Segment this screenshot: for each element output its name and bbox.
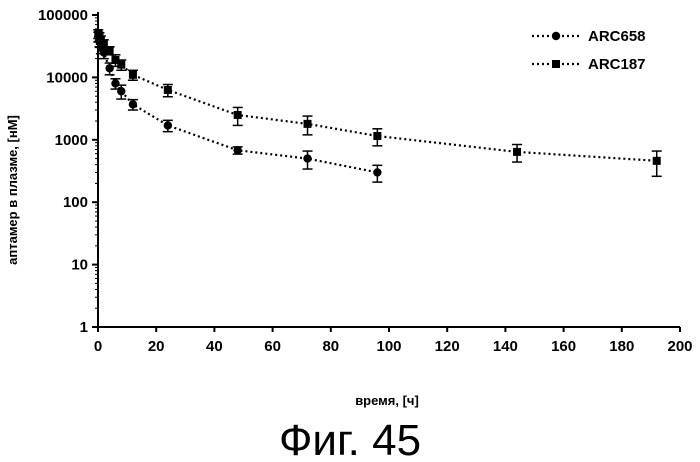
data-point [129,71,137,79]
legend-label: ARC187 [588,56,646,73]
x-tick-label: 20 [148,338,165,355]
data-point [233,146,241,154]
x-tick-label: 160 [551,338,576,355]
x-tick-label: 60 [264,338,281,355]
legend-marker [552,60,560,68]
y-tick-label: 1 [80,319,88,336]
data-point [303,154,311,162]
x-tick-label: 180 [609,338,634,355]
series-layer [93,30,661,182]
series-arc187 [93,30,661,177]
data-point [653,157,661,165]
data-point [373,168,381,176]
data-point [234,111,242,119]
x-tick-label: 200 [667,338,692,355]
data-point [164,121,172,129]
y-tick-label: 10000 [46,69,88,86]
x-tick-label: 120 [435,338,460,355]
legend-item-arc658: ARC658 [532,28,646,45]
x-axis-title: время, [ч] [355,393,419,408]
data-point [111,79,119,87]
data-point [117,61,125,69]
x-tick-label: 100 [376,338,401,355]
data-point [373,132,381,140]
legend-item-arc187: ARC187 [532,56,646,73]
legend: ARC658 ARC187 [532,28,646,73]
data-point [106,46,114,54]
figure-caption: Фиг. 45 [279,416,421,462]
data-point [129,100,137,108]
y-tick-label: 100 [63,194,88,211]
x-tick-label: 80 [322,338,339,355]
data-point [304,120,312,128]
y-tick-label: 10 [71,257,88,274]
data-point [105,64,113,72]
data-point [513,148,521,156]
y-axis-title: аптамер в плазме, [нМ] [5,115,20,265]
legend-marker [552,32,560,40]
x-tick-label: 40 [206,338,223,355]
y-tick-label: 1000 [55,132,88,149]
y-tick-label: 100000 [38,7,88,24]
x-tick-label: 0 [94,338,102,355]
data-point [164,86,172,94]
x-tick-label: 140 [493,338,518,355]
legend-label: ARC658 [588,28,646,45]
data-point [117,87,125,95]
